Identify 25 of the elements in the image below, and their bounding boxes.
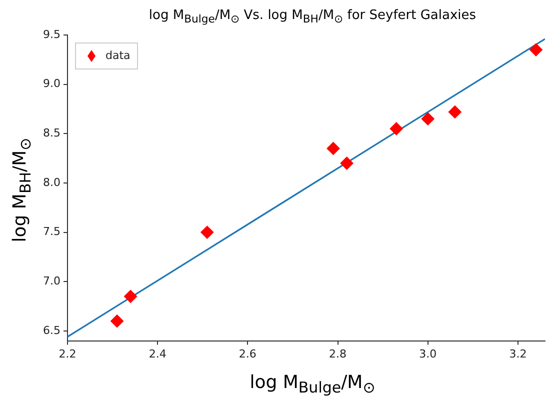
point (340, 156, 354, 170)
chart-title: log M$_{Bulge}$/M$_{⊙}$ Vs. log M$_{BH}$/M$_{⊙}$ for Seyfert Galaxies (148, 8, 476, 26)
y-tick-label: 9.0 (42, 77, 60, 90)
legend-label: data (105, 48, 130, 62)
point (110, 314, 124, 328)
x-tick-label: 2.8 (329, 347, 347, 360)
point (200, 226, 214, 239)
y-tick-label: 7.0 (42, 274, 60, 288)
y-tick-label: 9.5 (42, 28, 60, 41)
x-tick-label: 3.0 (419, 347, 437, 360)
y-tick-label: 7.5 (42, 225, 60, 238)
point (326, 142, 340, 155)
x-tick-label: 3.2 (509, 347, 527, 360)
point (448, 105, 462, 118)
x-axis-title: log M$_{Bulge}$/M$_{⊙}$ (248, 372, 376, 397)
x-tick-label: 2.2 (58, 347, 76, 360)
x-tick-label: 2.4 (148, 347, 166, 360)
y-tick-label: 8.5 (42, 126, 60, 140)
y-tick-label: 8.0 (42, 176, 60, 189)
point (529, 43, 542, 56)
x-tick-label: 2.6 (238, 347, 256, 360)
point (421, 112, 434, 126)
point (390, 122, 403, 136)
y-tick-label: 6.5 (42, 324, 60, 337)
point (124, 290, 138, 303)
